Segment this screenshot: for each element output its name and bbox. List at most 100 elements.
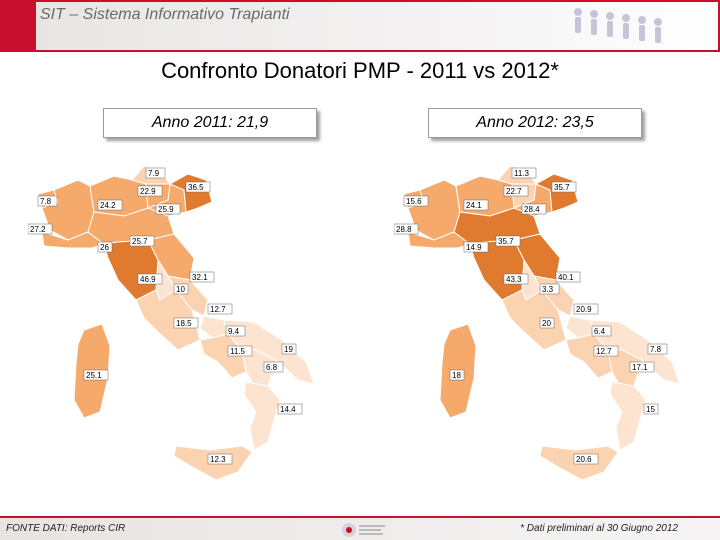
region-value-label: 46.9 <box>140 275 156 284</box>
region-value-box <box>227 345 253 357</box>
map-2012: 15.6 24.1 22.7 11.3 28.4 35.7 28.8 35.7 43.3 40.1… <box>394 165 681 480</box>
region-value-label: 40.1 <box>558 273 574 282</box>
region-calabria <box>609 381 647 451</box>
region-value-label: 3.3 <box>542 285 554 294</box>
region-value-label: 11.3 <box>514 169 530 178</box>
footer-bar: FONTE DATI: Reports CIR * Dati prelimina… <box>0 516 720 540</box>
region-value-label: 7.8 <box>650 345 662 354</box>
region-value-box <box>263 361 284 373</box>
region-value-label: 27.2 <box>30 225 46 234</box>
region-value-label: 11.5 <box>230 347 246 356</box>
region-value-box <box>591 325 612 337</box>
map-labels: 7.8 24.2 22.9 7.9 25.9 36.5 27.2 25.7 46.9 32.1 10… <box>28 167 303 465</box>
region-value-label: 7.9 <box>148 169 160 178</box>
region-value-label: 14.4 <box>280 405 296 414</box>
map-labels: 15.6 24.1 22.7 11.3 28.4 35.7 28.8 35.7 43.3 40.1… <box>394 167 668 465</box>
region-value-label: 26 <box>100 243 109 252</box>
region-value-box <box>555 271 581 283</box>
region-value-box <box>495 235 521 247</box>
region-value-box <box>281 343 297 355</box>
region-value-box <box>137 273 163 285</box>
cnt-logo-icon <box>342 523 385 537</box>
region-value-box <box>647 343 668 355</box>
region-value-box <box>155 203 181 215</box>
region-value-label: 9.4 <box>228 327 240 336</box>
region-value-label: 20.6 <box>576 455 592 464</box>
region-value-box <box>521 203 547 215</box>
region-value-box <box>511 167 537 179</box>
region-value-label: 22.7 <box>506 187 522 196</box>
header-accent <box>2 2 36 50</box>
region-value-box <box>551 181 577 193</box>
region-value-label: 25.9 <box>158 205 174 214</box>
region-value-label: 24.1 <box>466 201 482 210</box>
region-value-box <box>539 317 555 329</box>
region-lazio <box>501 289 567 351</box>
region-value-box <box>97 199 123 211</box>
region-value-box <box>463 199 489 211</box>
region-value-box <box>403 195 429 207</box>
region-value-box <box>97 241 113 253</box>
region-value-label: 12.7 <box>210 305 226 314</box>
region-value-label: 28.4 <box>524 205 540 214</box>
region-value-box <box>277 403 303 415</box>
region-puglia <box>223 319 315 385</box>
region-value-box <box>173 317 199 329</box>
region-value-label: 14.9 <box>466 243 482 252</box>
region-puglia <box>589 319 681 385</box>
region-value-label: 35.7 <box>554 183 570 192</box>
region-value-box <box>394 223 419 235</box>
region-value-label: 15.6 <box>406 197 422 206</box>
map-regions <box>403 165 681 480</box>
region-value-box <box>129 235 155 247</box>
region-value-box <box>37 195 58 207</box>
region-value-label: 18.5 <box>176 319 192 328</box>
region-value-label: 7.8 <box>40 197 52 206</box>
region-value-box <box>643 403 659 415</box>
header-bar: SIT – Sistema Informativo Trapianti <box>0 0 720 52</box>
region-value-box <box>173 283 189 295</box>
region-value-label: 17.1 <box>632 363 648 372</box>
region-value-label: 43.3 <box>506 275 522 284</box>
region-value-label: 22.9 <box>140 187 156 196</box>
map-regions <box>37 165 315 480</box>
footer-source: FONTE DATI: Reports CIR <box>6 523 126 534</box>
region-value-box <box>207 303 233 315</box>
region-value-box <box>137 185 163 197</box>
region-value-label: 12.7 <box>596 347 612 356</box>
year-box-2011: Anno 2011: 21,9 <box>103 108 317 138</box>
region-value-box <box>207 453 233 465</box>
region-value-box <box>189 271 215 283</box>
region-value-label: 19 <box>284 345 293 354</box>
region-calabria <box>243 381 281 451</box>
map-2011: 7.8 24.2 22.9 7.9 25.9 36.5 27.2 25.7 46.9 32.1 10… <box>28 165 315 480</box>
region-value-box <box>593 345 619 357</box>
region-value-box <box>539 283 560 295</box>
region-value-label: 36.5 <box>188 183 204 192</box>
region-value-label: 28.8 <box>396 225 412 234</box>
region-value-box <box>503 273 529 285</box>
region-value-box <box>185 181 211 193</box>
region-value-box <box>28 223 53 235</box>
region-value-box <box>573 453 599 465</box>
page-title: Confronto Donatori PMP - 2011 vs 2012* <box>161 58 559 83</box>
region-value-label: 25.7 <box>132 237 148 246</box>
region-value-box <box>83 369 109 381</box>
header-title: SIT – Sistema Informativo Trapianti <box>40 6 290 23</box>
footer-note: * Dati preliminari al 30 Giugno 2012 <box>520 523 678 534</box>
region-value-label: 32.1 <box>192 273 208 282</box>
region-value-box <box>629 361 655 373</box>
region-value-box <box>503 185 529 197</box>
year-box-2012: Anno 2012: 23,5 <box>428 108 642 138</box>
region-value-label: 15 <box>646 405 655 414</box>
region-value-box <box>145 167 166 179</box>
region-value-label: 20 <box>542 319 551 328</box>
region-value-box <box>449 369 465 381</box>
region-value-label: 6.4 <box>594 327 606 336</box>
region-value-label: 10 <box>176 285 185 294</box>
region-value-label: 12.3 <box>210 455 226 464</box>
region-value-label: 6.8 <box>266 363 278 372</box>
region-value-label: 35.7 <box>498 237 514 246</box>
region-value-label: 25.1 <box>86 371 102 380</box>
region-value-box <box>463 241 489 253</box>
